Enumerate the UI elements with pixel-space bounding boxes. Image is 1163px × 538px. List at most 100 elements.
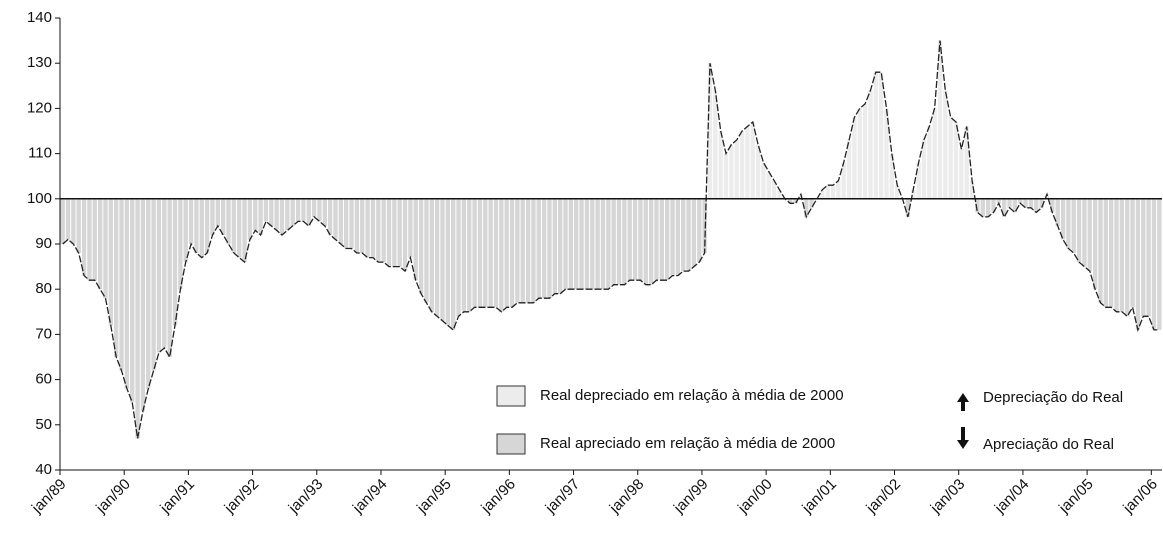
bar [360,198,365,254]
x-tick-label: jan/06 [1119,476,1161,518]
y-tick-label: 110 [28,145,52,162]
bar [274,198,279,231]
bar [199,198,204,258]
bar [151,198,156,371]
bar [1018,198,1023,204]
bar [558,198,563,294]
bar [204,198,210,254]
bar [87,198,92,281]
bar [381,198,386,263]
bar [1023,198,1028,208]
bar [253,198,258,231]
x-tick-label: jan/94 [349,476,391,518]
bar [911,189,916,199]
bar [729,144,734,199]
bar [991,198,996,213]
bar [140,198,146,412]
bar [1039,198,1044,208]
bar [515,198,520,303]
bar [846,140,852,199]
bar [172,198,178,326]
bar [541,198,547,299]
bar [477,198,483,308]
bar [488,198,493,308]
bar [937,40,943,199]
bar [1103,198,1109,308]
bar [108,198,113,326]
bar [804,198,809,217]
bar [841,162,846,199]
bar [1109,198,1114,308]
bar [1125,198,1130,317]
bar [616,198,622,285]
x-tick-label: jan/05 [1055,476,1097,518]
bar [873,72,878,199]
bar [386,198,392,267]
bar [81,198,87,276]
bar [745,126,750,199]
bar [702,198,707,254]
bar [1087,198,1092,272]
bar [771,180,777,199]
bar [755,144,761,199]
bar [445,198,451,326]
down-arrow [957,427,969,449]
bar [943,90,948,199]
bar [162,198,167,348]
bar [424,198,429,303]
x-tick-label: jan/92 [221,476,263,518]
y-tick-label: 140 [27,9,52,26]
bar [766,171,771,199]
bar [92,198,97,281]
bar [194,198,199,254]
bar [472,198,477,308]
y-tick-label: 100 [27,190,52,207]
bar [311,198,317,217]
bar [868,90,873,199]
bar [552,198,558,294]
bar [333,198,338,240]
bar [686,198,691,272]
bar [418,198,424,294]
bar [130,198,135,403]
bar [1141,198,1146,317]
bar [1066,198,1071,249]
bar [707,63,713,199]
y-tick-label: 50 [35,416,52,433]
bar [921,140,927,199]
bar [210,198,215,235]
bar [1114,198,1119,312]
bar [370,198,376,258]
bar [622,198,627,285]
bar [788,198,793,204]
x-tick-label: jan/98 [606,476,648,518]
x-tick-label: jan/00 [734,476,776,518]
x-tick-label: jan/95 [413,476,455,518]
bar [376,198,381,263]
bar [493,198,499,308]
bar [1028,198,1034,208]
bar [739,131,745,199]
bar [723,153,729,199]
bar [349,198,354,249]
bar [632,198,638,281]
x-tick-label: jan/93 [285,476,327,518]
bar [718,131,723,199]
bar [220,198,226,235]
bar [793,198,798,204]
bar [969,180,975,199]
bar [247,198,253,240]
bar [948,117,953,199]
bar [980,198,985,217]
bar [820,189,825,199]
bar [691,198,697,267]
bar [975,198,980,213]
bar [113,198,119,357]
bar [654,198,659,281]
bar [916,162,921,199]
bar [985,198,991,217]
bar [499,198,504,312]
bar [97,198,103,290]
bar [670,198,675,276]
